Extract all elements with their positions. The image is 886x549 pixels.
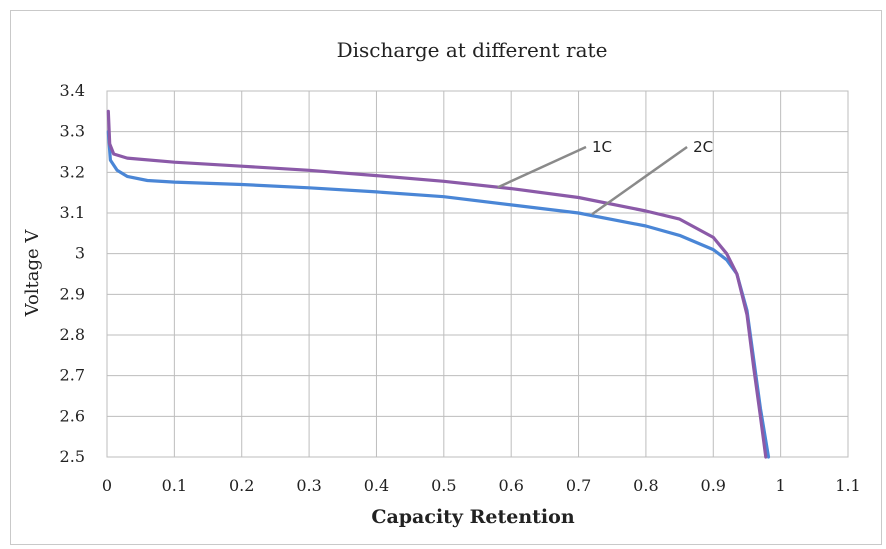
x-tick-label: 0.5 bbox=[431, 476, 456, 495]
y-tick-label: 2.6 bbox=[60, 406, 85, 425]
x-tick-label: 0.6 bbox=[498, 476, 523, 495]
y-tick-label: 2.7 bbox=[60, 366, 85, 385]
y-tick-label: 3.4 bbox=[60, 81, 85, 100]
y-tick-label: 2.9 bbox=[60, 284, 85, 303]
y-tick-label: 3 bbox=[75, 244, 85, 263]
x-tick-label: 1.1 bbox=[835, 476, 860, 495]
y-tick-label: 3.3 bbox=[60, 122, 85, 141]
chart-title: Discharge at different rate bbox=[337, 38, 608, 62]
x-tick-label: 0.9 bbox=[701, 476, 726, 495]
x-tick-label: 1 bbox=[776, 476, 786, 495]
x-tick-label: 0.3 bbox=[296, 476, 321, 495]
y-tick-label: 3.2 bbox=[60, 162, 85, 181]
x-tick-label: 0.4 bbox=[364, 476, 389, 495]
series-lines bbox=[106, 109, 771, 459]
x-axis-title: Capacity Retention bbox=[371, 506, 574, 528]
y-axis-title: Voltage V bbox=[22, 229, 43, 318]
plot-area-border bbox=[106, 90, 849, 458]
series-line-1c bbox=[106, 109, 768, 459]
y-tick-label: 3.1 bbox=[60, 203, 85, 222]
annotation-label-2c: 2C bbox=[693, 138, 713, 156]
x-tick-labels: 0 0.1 0.2 0.3 0.4 0.5 0.6 0.7 0.8 0.9 1 1.1 bbox=[102, 476, 861, 495]
x-tick-label: 0 bbox=[102, 476, 112, 495]
annotation-label-1c: 1C bbox=[592, 138, 612, 156]
x-tick-label: 0.2 bbox=[229, 476, 254, 495]
y-tick-labels: 3.4 3.3 3.2 3.1 3 2.9 2.8 2.7 2.6 2.5 bbox=[60, 81, 85, 466]
annotations: 1C 2C bbox=[497, 138, 713, 216]
annotation-leader-line bbox=[591, 145, 688, 216]
x-tick-label: 0.8 bbox=[633, 476, 658, 495]
x-tick-label: 0.7 bbox=[566, 476, 591, 495]
annotation-leader-line bbox=[497, 145, 587, 189]
x-tick-label: 0.1 bbox=[162, 476, 187, 495]
y-tick-label: 2.5 bbox=[60, 447, 85, 466]
grid bbox=[106, 90, 849, 458]
y-tick-label: 2.8 bbox=[60, 325, 85, 344]
